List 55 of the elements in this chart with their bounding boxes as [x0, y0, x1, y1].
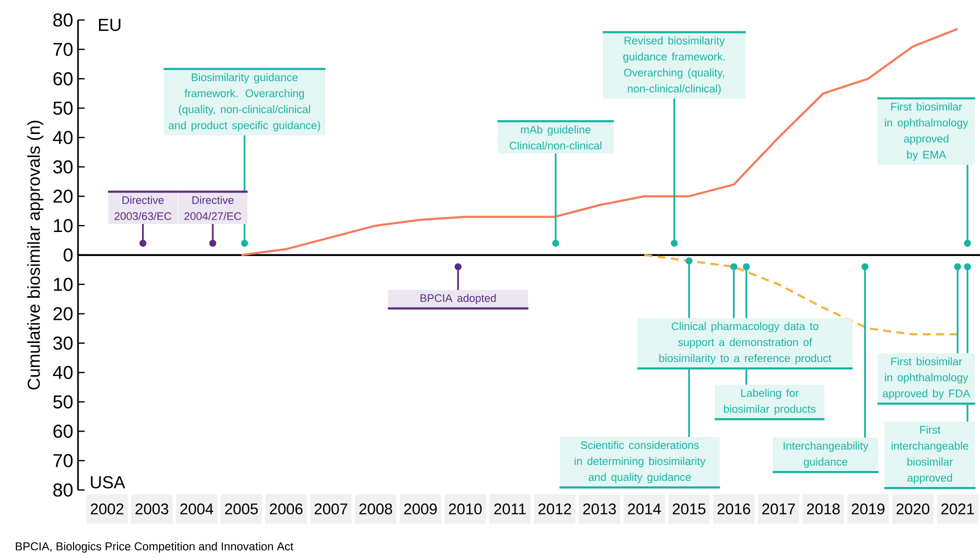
x-tick-label: 2019	[852, 504, 884, 514]
y-tick-label: 10	[54, 219, 73, 232]
x-tick-label: 2010	[448, 504, 482, 514]
y-tick-label: 30	[53, 160, 73, 174]
annotation: First interchangeable biosimilar approved	[892, 426, 968, 484]
y-tick-label: 60	[53, 424, 73, 438]
y-tick-label: 20	[53, 307, 73, 320]
y-tick-label: 70	[53, 42, 73, 56]
y-tick-label: 40	[52, 130, 73, 144]
x-tick-label: 2008	[359, 504, 392, 514]
annotation: mAb guideline Clinical/non-clinical	[510, 125, 602, 150]
x-tick-label: 2020	[896, 504, 930, 514]
x-tick-label: 2006	[270, 504, 303, 514]
x-tick-label: 2011	[494, 504, 526, 514]
y-tick-label: 0	[64, 248, 73, 262]
annotation: Labeling for biosimilar products	[724, 388, 816, 415]
annotation: Scientific considerations in determining biosimilarity and quality guidance	[574, 440, 706, 484]
x-tick-label: 2009	[404, 504, 437, 514]
annotation: First biosimilar in ophthalmology approved by FDA	[882, 357, 970, 400]
x-tick-label: 2002	[90, 504, 124, 514]
text: BPCIA, Biologics Price Competition and Innovation Act	[16, 542, 294, 553]
y-tick-label: 80	[53, 13, 73, 27]
annotation: First biosimilar in ophthalmology approved by EMA	[884, 102, 968, 161]
y-tick-label: 40	[52, 366, 73, 380]
y-tick-label: 60	[53, 72, 73, 86]
x-tick-label: 2018	[807, 504, 840, 514]
line-series	[643, 254, 959, 336]
x-tick-label: 2015	[672, 504, 706, 514]
annotation: Interchangeability guidance	[784, 442, 868, 468]
y-tick-label: 50	[53, 102, 73, 115]
x-tick-label: 2013	[583, 504, 616, 514]
annotation: Clinical pharmacology data to support a demonstration of biosimilarity to a reference product	[659, 322, 832, 364]
annotation: BPCIA adopted	[420, 294, 496, 304]
y-axis-title: Cumulative biosimilar approvals (n)	[27, 120, 44, 390]
y-tick-label: 10	[54, 278, 73, 291]
x-tick-label: 2003	[136, 504, 168, 514]
x-tick-label: 2004	[180, 504, 214, 514]
x-tick-label: 2012	[538, 504, 572, 514]
x-tick-label: 2007	[314, 504, 348, 514]
annotation: Biosimilarity guidance framework. Overarching (quality, non-clinical/clinical and product specific guidance)	[168, 73, 320, 132]
y-tick-label: 80	[53, 483, 73, 497]
x-tick-label: 2016	[718, 504, 750, 514]
x-tick-label: 2005	[225, 504, 258, 514]
x-tick-label: 2014	[628, 504, 661, 514]
y-tick-label: 20	[53, 190, 73, 203]
y-tick-label: 50	[53, 395, 73, 408]
annotation: USA	[90, 476, 126, 488]
annotation: Directive 2004/27/EC	[184, 196, 242, 220]
annotation: Directive 2003/63/EC	[114, 196, 172, 220]
y-tick-label: 30	[53, 336, 73, 350]
x-tick-label: 2021	[941, 504, 974, 514]
annotation: Revised biosimilarity guidance framework. Overarching (quality, non-clinical/clinical)	[623, 36, 725, 95]
y-tick-label: 70	[53, 454, 73, 468]
x-tick-label: 2017	[762, 504, 795, 514]
annotation: EU	[99, 18, 120, 32]
